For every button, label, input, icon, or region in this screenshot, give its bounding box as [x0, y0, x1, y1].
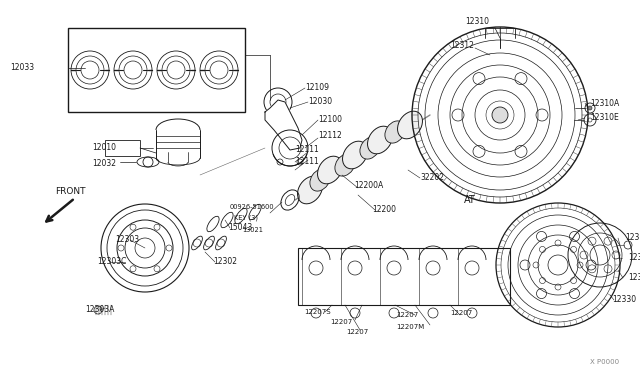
Text: 12207: 12207: [346, 329, 368, 335]
Ellipse shape: [317, 156, 342, 184]
Text: 12112: 12112: [318, 131, 342, 141]
Text: 12207: 12207: [396, 312, 419, 318]
Ellipse shape: [367, 126, 392, 154]
Bar: [68, 28, 245, 112]
Text: 12100: 12100: [318, 115, 342, 125]
Text: 12207: 12207: [450, 310, 472, 316]
Text: 12111: 12111: [295, 157, 319, 167]
Text: 12303C: 12303C: [97, 257, 126, 266]
Bar: [105, 140, 140, 156]
Text: 12310E: 12310E: [590, 113, 619, 122]
Text: 12312: 12312: [450, 41, 474, 49]
Text: 12310A: 12310A: [590, 99, 620, 108]
Text: 12207: 12207: [330, 319, 352, 325]
Text: 12033: 12033: [10, 64, 34, 73]
Text: AT: AT: [464, 195, 476, 205]
Text: 12310A: 12310A: [625, 234, 640, 243]
Text: 12333: 12333: [628, 253, 640, 263]
Ellipse shape: [298, 176, 323, 204]
Text: 12010: 12010: [92, 144, 116, 153]
Polygon shape: [265, 100, 302, 150]
Text: 12303A: 12303A: [85, 305, 115, 314]
Text: 12207M: 12207M: [396, 324, 424, 330]
Text: 12200A: 12200A: [354, 182, 383, 190]
Circle shape: [492, 107, 508, 123]
Text: 15043: 15043: [228, 224, 252, 232]
Ellipse shape: [335, 154, 355, 176]
Text: 12310: 12310: [465, 17, 489, 26]
Text: FRONT: FRONT: [55, 187, 86, 196]
Text: 12032: 12032: [92, 158, 116, 167]
Circle shape: [588, 106, 592, 110]
Ellipse shape: [385, 121, 405, 143]
Text: 13021: 13021: [242, 227, 263, 233]
Text: X P0000: X P0000: [590, 359, 619, 365]
Text: 00926-51600: 00926-51600: [230, 204, 275, 210]
Text: 12207S: 12207S: [304, 309, 331, 315]
Text: 32202: 32202: [420, 173, 444, 183]
Ellipse shape: [342, 141, 367, 169]
Text: 12303: 12303: [115, 235, 139, 244]
Text: 12030: 12030: [308, 97, 332, 106]
Text: 12302: 12302: [213, 257, 237, 266]
Text: 12330: 12330: [612, 295, 636, 305]
Ellipse shape: [397, 111, 422, 139]
Bar: [298, 248, 510, 305]
Text: 12109: 12109: [305, 83, 329, 93]
Text: KEY (3): KEY (3): [234, 215, 258, 221]
Text: 12200: 12200: [372, 205, 396, 215]
Text: 12331: 12331: [628, 273, 640, 282]
Ellipse shape: [360, 137, 380, 159]
Ellipse shape: [310, 169, 330, 191]
Text: 12111: 12111: [295, 145, 319, 154]
